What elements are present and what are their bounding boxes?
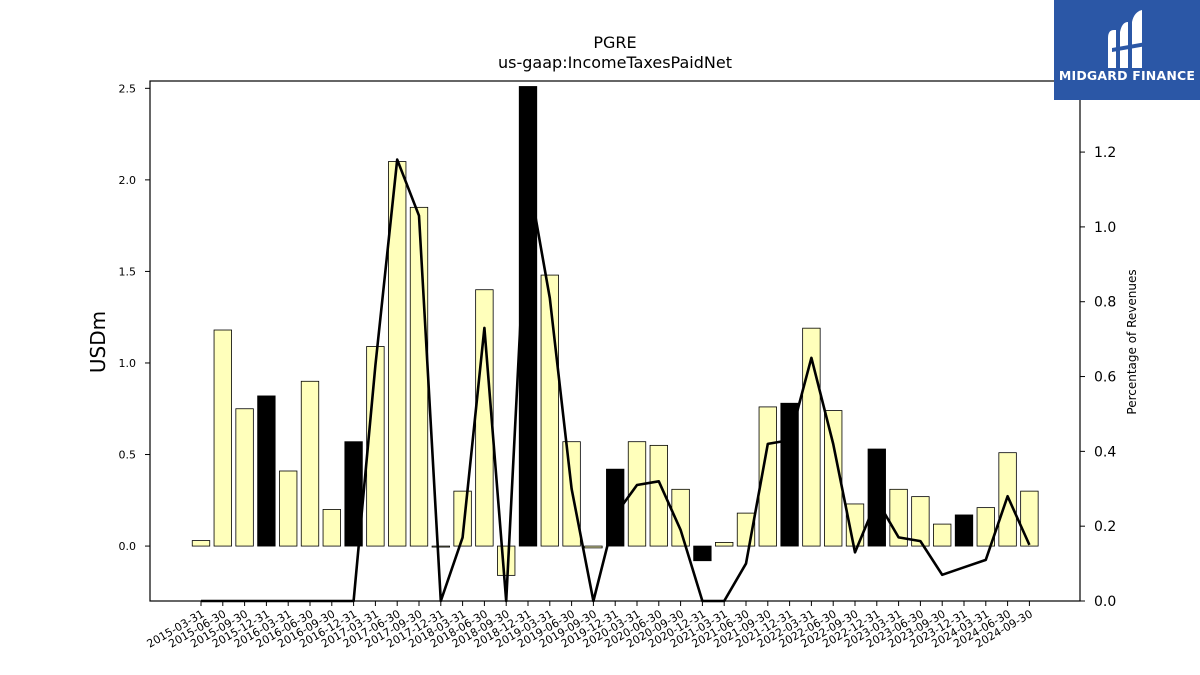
bar-2019-12-31 <box>606 468 625 547</box>
right-tick-label: 0.0 <box>1094 594 1116 610</box>
bar-2019-03-31 <box>540 274 559 547</box>
bar-2017-09-30 <box>409 206 429 547</box>
x-axis-ticks: 2015-03-312015-06-302015-09-302015-12-31… <box>145 601 1035 651</box>
midgard-logo-icon <box>1108 10 1146 68</box>
right-axis-ticks: 0.0 0.2 0.4 0.6 0.8 1.0 1.2 <box>1080 145 1116 610</box>
right-tick-label: 1.0 <box>1094 220 1116 236</box>
bar-2023-09-30 <box>933 523 952 547</box>
bar-2021-12-31 <box>780 402 799 547</box>
chart-subtitle: us-gaap:IncomeTaxesPaidNet <box>498 53 732 72</box>
bar-2024-09-30 <box>1020 490 1039 547</box>
right-tick-label: 0.2 <box>1094 519 1116 535</box>
y-axis-label: USDm <box>86 311 110 373</box>
right-tick-label: 1.2 <box>1094 145 1116 161</box>
bar-2020-03-31 <box>627 441 647 547</box>
right-tick-label: 0.4 <box>1094 444 1116 460</box>
left-tick-label: 1.0 <box>119 357 137 370</box>
y2-axis-label: Percentage of Revenues <box>1125 269 1139 414</box>
brand-logo: MIDGARD FINANCE <box>1054 0 1200 100</box>
bar-2024-03-31 <box>976 507 995 547</box>
bar-2016-03-31 <box>279 470 298 547</box>
bar-2020-06-30 <box>649 444 668 547</box>
bar-2020-12-31 <box>693 545 712 562</box>
bar-2023-12-31 <box>954 514 974 547</box>
bar-2017-12-31 <box>431 545 450 548</box>
bar-2015-12-31 <box>257 395 276 547</box>
left-tick-label: 2.0 <box>119 174 137 187</box>
brand-name: MIDGARD FINANCE <box>1058 68 1196 83</box>
bar-2018-09-30 <box>497 545 516 576</box>
right-tick-label: 0.8 <box>1094 295 1116 311</box>
bar-2016-06-30 <box>300 380 320 547</box>
plot-frame <box>149 80 1081 602</box>
bar-2016-09-30 <box>322 509 341 547</box>
chart-title: PGRE <box>593 33 636 52</box>
left-axis-ticks: 0.0 0.5 1.0 1.5 2.0 2.5 <box>119 82 150 553</box>
bar-2022-12-31 <box>867 448 886 547</box>
left-tick-label: 0.0 <box>119 540 137 553</box>
left-tick-label: 0.5 <box>119 449 137 462</box>
bar-2022-03-31 <box>802 327 821 547</box>
bar-2023-06-30 <box>911 496 930 547</box>
bar-2020-09-30 <box>671 488 690 547</box>
bar-2015-03-31 <box>191 540 211 547</box>
bar-series <box>191 86 1039 576</box>
bar-2019-09-30 <box>584 545 603 549</box>
left-tick-label: 1.5 <box>119 265 137 278</box>
bar-2015-06-30 <box>213 329 232 547</box>
right-tick-label: 0.6 <box>1094 370 1116 386</box>
bar-2022-06-30 <box>824 410 843 547</box>
bar-2021-09-30 <box>758 406 777 547</box>
left-tick-label: 2.5 <box>119 82 137 95</box>
bar-2015-09-30 <box>235 408 254 547</box>
bar-2021-03-31 <box>715 542 734 547</box>
